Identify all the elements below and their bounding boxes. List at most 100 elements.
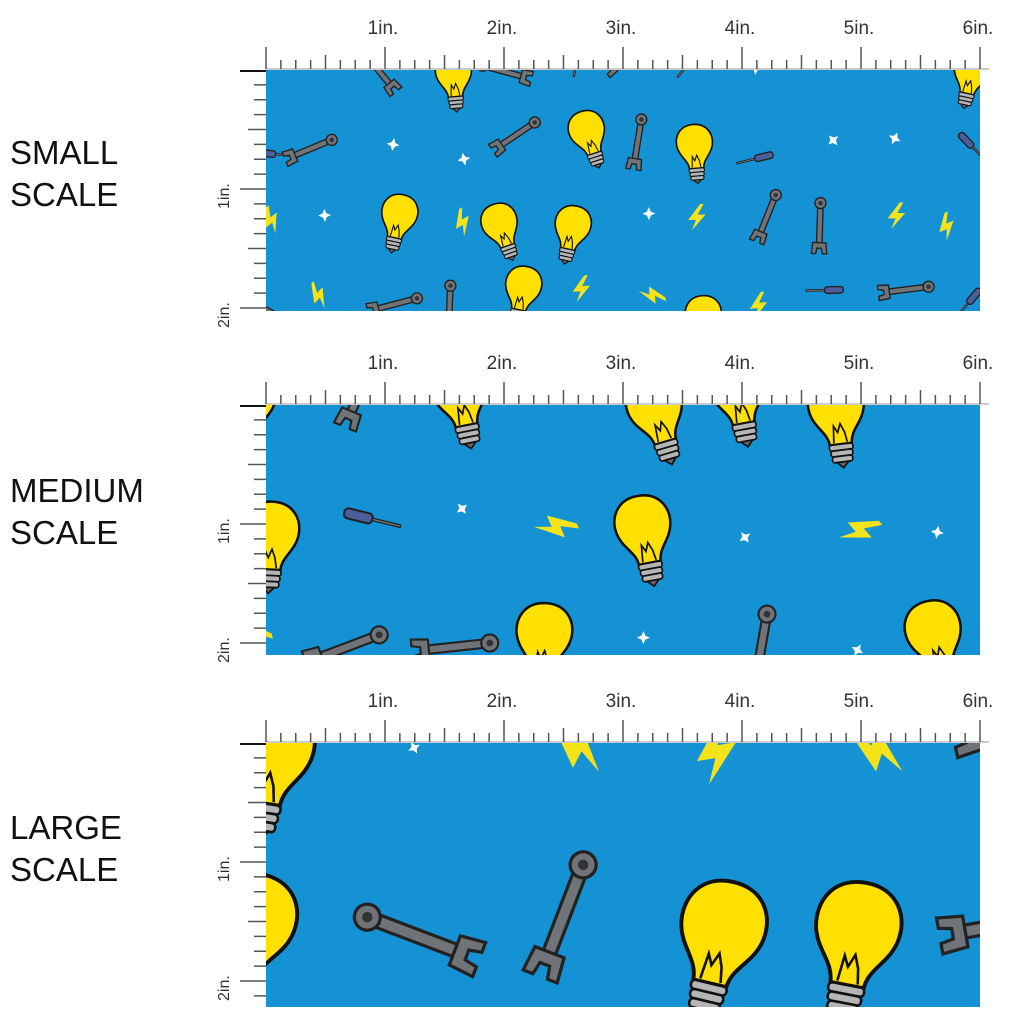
lightning-bolt-icon [638,286,666,304]
wrench-icon [810,196,828,255]
wrench-icon [266,299,287,311]
lightbulb-icon [624,405,684,466]
lightbulb-icon [434,70,473,113]
ruler-label-inch: 5in. [843,691,875,712]
ruler-label-inch: 3in. [605,353,637,374]
lightning-bolt-icon [533,515,579,538]
fabric-preview [240,720,989,1007]
star-icon [386,138,400,151]
label-line-1: LARGE [10,809,122,846]
screwdriver-icon [735,151,774,165]
wrench-icon [300,625,389,655]
label-line-2: SCALE [10,851,119,888]
star-icon [636,631,650,645]
vertical-ruler [240,70,266,309]
fabric-preview [240,382,989,655]
star-icon [642,207,656,221]
wrench-icon [487,116,541,159]
lightbulb-icon [429,405,488,450]
lightbulb-icon [504,265,543,311]
screwdriver-icon [957,131,980,162]
wrench-icon [947,743,980,760]
ruler-label-inch-vertical: 1in. [216,183,233,209]
ruler-label-inch: 1in. [367,691,399,712]
star-icon [457,152,471,166]
star-icon [888,132,901,145]
lightbulb-icon [953,70,980,110]
lightning-bolt-icon [688,203,706,231]
ruler-label-inch: 6in. [962,18,994,39]
lightbulb-icon [679,878,769,1007]
star-icon [318,208,332,222]
horizontal-ruler [265,382,989,405]
lightning-bolt-icon [311,281,325,309]
label-line-1: SMALL [10,134,119,171]
wrench-icon [1005,285,1010,317]
scale-panel-large: 1in. 2in. 3in. 4in. 5in. 6in. 1in. 2in. [216,676,1010,1016]
ruler-label-inch: 5in. [843,18,875,39]
ruler-label-inch: 5in. [843,353,875,374]
wrench-icon [332,405,379,434]
ruler-label-inch: 2in. [486,353,518,374]
fabric-background [266,70,980,311]
wrench-icon [624,113,648,172]
lightbulb-icon [806,405,865,469]
ruler-label-inch: 6in. [962,353,994,374]
lightbulb-icon [480,202,519,262]
ruler-label-inch: 2in. [486,18,518,39]
ruler-label-inch: 2in. [486,691,518,712]
lightning-bolt-icon [749,291,767,311]
lightning-bolt-icon [696,743,737,785]
ruler-label-inch-vertical: 2in. [216,637,233,663]
star-icon [828,135,839,146]
lightning-bolt-icon [266,205,277,234]
lightbulb-icon [266,743,317,842]
horizontal-ruler [265,47,989,70]
wrench-icon [444,279,457,311]
wrench-icon [363,70,403,98]
wrench-icon [599,70,620,79]
star-icon [408,743,420,754]
ruler-label-inch-vertical: 2in. [216,302,233,328]
lightning-bolt-icon [839,520,883,538]
label-line-2: SCALE [10,514,119,551]
wrench-icon [993,213,1010,258]
vertical-ruler [240,405,266,644]
lightbulb-icon [515,601,574,655]
ruler-label-inch: 1in. [367,353,399,374]
horizontal-ruler [265,720,989,743]
label-line-1: MEDIUM [10,472,144,509]
lightning-bolt-icon [455,207,469,237]
ruler-label-inch-vertical: 1in. [216,856,233,882]
wrench-icon [520,850,598,986]
lightning-bolt-icon [939,211,954,241]
lightbulb-icon [675,123,714,185]
wrench-icon [281,133,338,168]
star-icon [1002,149,1010,166]
wrench-icon [748,188,782,246]
screwdriver-icon [342,507,402,529]
fabric-preview [240,47,1010,317]
wrench-icon [751,604,777,655]
wrench-icon [409,633,500,655]
lightning-bolt-icon [552,743,599,772]
ruler-label-inch-vertical: 1in. [216,518,233,544]
star-icon [456,503,468,514]
lightbulb-icon [266,500,301,595]
ruler-label-inch: 3in. [605,18,637,39]
lightbulb-icon [613,494,672,588]
lightning-bolt-icon [572,275,590,303]
lightbulb-icon [684,294,723,311]
scale-label-large: LARGE SCALE [10,807,122,891]
lightning-bolt-icon [887,202,906,229]
screwdriver-icon [805,285,844,295]
lightbulb-icon [380,193,419,254]
lightbulb-icon [554,204,593,265]
screwdriver-icon [676,70,691,79]
ruler-label-inch: 3in. [605,691,637,712]
lightning-bolt-icon [849,743,903,772]
lightbulb-icon [266,871,300,983]
screwdriver-icon [572,70,579,78]
screwdriver-icon [954,287,980,311]
lightbulb-icon [567,109,606,169]
